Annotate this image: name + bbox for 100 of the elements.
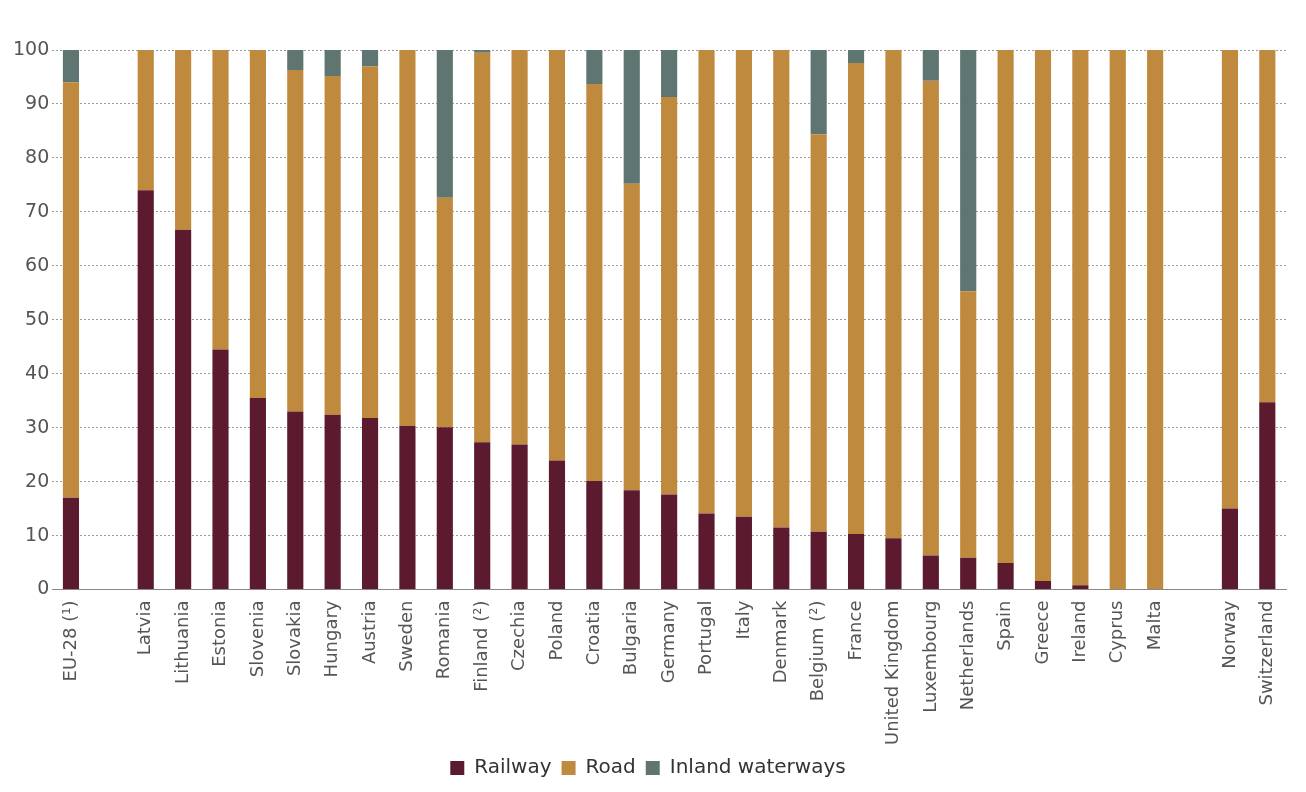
x-tick-label: Italy [731,600,753,640]
bar [661,494,678,590]
bar [698,50,715,514]
bar [1259,50,1276,403]
x-tick-label: Switzerland [1254,600,1276,706]
x-tick-label: Spain [993,600,1015,651]
bar [885,538,902,590]
bar [1221,50,1238,509]
bar [847,50,865,63]
x-tick-label: Cyprus [1105,600,1127,664]
x-tick-label: Austria [357,600,379,665]
bar [922,50,939,81]
bar [960,291,977,558]
x-tick-label: France [843,600,865,661]
y-tick-label: 50 [25,306,50,329]
legend-label: Railway [474,754,552,779]
bar [212,50,229,350]
x-tick-label: Sweden [395,600,417,672]
bar [548,50,566,461]
bar [810,50,827,135]
bar [287,50,304,70]
y-tick-label: 90 [25,90,50,113]
bar [175,229,192,590]
bar [735,516,752,590]
bar [287,69,304,412]
bar [623,50,640,184]
bar [922,80,939,556]
bar [1034,50,1052,581]
x-tick-label: Bulgaria [619,600,641,676]
x-tick-label: United Kingdom [881,600,903,746]
bar [773,527,790,590]
x-tick-label: Latvia [133,600,155,656]
x-tick-label: Slovakia [282,600,304,677]
legend-label: Road [585,754,636,779]
bar [885,50,902,539]
bar [1034,580,1052,590]
bar [399,426,416,590]
bar [324,50,341,76]
bar [623,183,640,491]
y-tick-label: 70 [25,198,50,221]
bar [436,197,453,428]
bar [361,66,379,418]
bar [1259,402,1276,590]
y-tick-label: 30 [25,414,50,437]
x-tick-label: Luxembourg [918,600,940,713]
bar [922,555,939,590]
bar [960,50,977,292]
bar [810,134,827,532]
y-tick-label: 80 [25,144,50,167]
x-tick-label: Denmark [768,599,790,684]
bar [1072,585,1089,590]
bar [847,533,865,590]
x-tick-label: EU-28 (¹) [58,600,80,682]
bar [735,50,752,517]
x-tick-label: Belgium (²) [806,600,828,702]
bar [361,417,379,590]
bar [960,557,977,590]
bar [324,75,341,415]
x-tick-label: Estonia [208,600,230,667]
bar [212,349,229,590]
x-tick-label: Malta [1142,600,1164,651]
x-tick-label: Germany [656,600,678,684]
bar [548,460,566,590]
bar [1221,508,1238,590]
y-tick-label: 40 [25,360,50,383]
x-tick-label: Norway [1217,600,1239,669]
x-tick-label: Poland [544,600,566,661]
bar [137,190,154,590]
bar [997,50,1014,564]
y-tick-label: 10 [25,522,50,545]
x-tick-label: Portugal [694,600,716,676]
x-tick-label: Netherlands [955,600,977,711]
bar [474,52,491,443]
bar [249,397,266,590]
bar [137,50,154,191]
x-tick-label: Ireland [1068,600,1090,663]
x-tick-label: Slovenia [245,600,267,678]
bar [62,50,80,83]
bar [586,83,603,482]
bar [399,50,416,427]
x-tick-label: Lithuania [170,600,192,684]
bar [62,497,80,590]
bar [511,50,528,445]
bar [436,427,453,590]
bar [586,481,603,590]
bar [62,82,80,498]
bar [474,50,491,53]
y-tick-label: 60 [25,252,50,275]
x-tick-label: Czechia [507,600,529,671]
bar [361,50,379,67]
bar [436,50,453,198]
y-tick-label: 100 [13,36,50,59]
bar [287,411,304,590]
bar [249,50,266,398]
bar [511,444,528,590]
legend-label: Inland waterways [669,754,846,779]
x-tick-label: Finland (²) [469,600,491,692]
x-tick-label: Romania [432,600,454,680]
bar [474,442,491,590]
bar [698,513,715,590]
